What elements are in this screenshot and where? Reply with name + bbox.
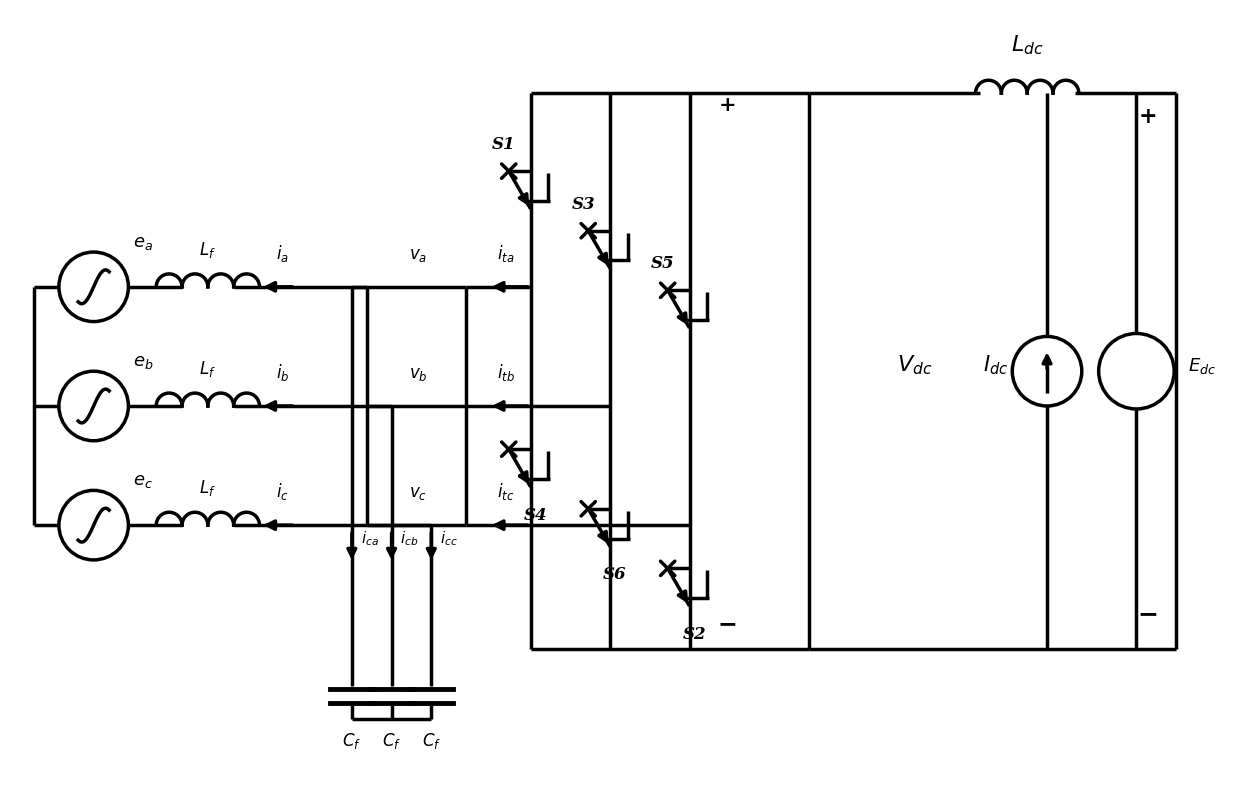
Text: S3: S3 — [572, 196, 595, 213]
Text: +: + — [1140, 106, 1158, 128]
Text: $i_{ta}$: $i_{ta}$ — [497, 243, 515, 264]
Text: $i_c$: $i_c$ — [277, 481, 289, 502]
Text: $L_f$: $L_f$ — [200, 359, 216, 379]
Text: $E_{dc}$: $E_{dc}$ — [1188, 356, 1216, 376]
Text: $i_a$: $i_a$ — [275, 243, 289, 264]
Text: $L_{dc}$: $L_{dc}$ — [1011, 33, 1044, 57]
Text: $i_{cc}$: $i_{cc}$ — [440, 529, 458, 548]
Text: $i_b$: $i_b$ — [275, 362, 289, 383]
Text: $L_f$: $L_f$ — [200, 240, 216, 260]
Text: $e_c$: $e_c$ — [134, 472, 154, 490]
Text: S1: S1 — [492, 136, 516, 153]
Text: $i_{tb}$: $i_{tb}$ — [497, 362, 515, 383]
Text: $L_f$: $L_f$ — [200, 479, 216, 498]
Text: −: − — [718, 613, 737, 637]
Text: $e_b$: $e_b$ — [133, 353, 154, 372]
Text: S4: S4 — [523, 507, 547, 524]
Text: $i_{cb}$: $i_{cb}$ — [401, 529, 419, 548]
Text: $v_a$: $v_a$ — [409, 247, 428, 264]
Text: $C_f$: $C_f$ — [342, 730, 361, 750]
Text: $v_b$: $v_b$ — [409, 366, 428, 383]
Text: $C_f$: $C_f$ — [422, 730, 441, 750]
Text: $I_{dc}$: $I_{dc}$ — [983, 353, 1008, 377]
Text: $e_a$: $e_a$ — [134, 234, 154, 252]
Text: S6: S6 — [603, 567, 627, 584]
Text: $C_f$: $C_f$ — [382, 730, 402, 750]
Text: $v_c$: $v_c$ — [409, 485, 428, 502]
Text: $i_{tc}$: $i_{tc}$ — [497, 481, 515, 502]
Text: S2: S2 — [683, 626, 707, 643]
Text: $i_{ca}$: $i_{ca}$ — [361, 529, 378, 548]
Text: S5: S5 — [651, 256, 675, 272]
Text: −: − — [1138, 602, 1159, 626]
Text: +: + — [718, 95, 737, 115]
Text: $V_{dc}$: $V_{dc}$ — [897, 353, 932, 377]
